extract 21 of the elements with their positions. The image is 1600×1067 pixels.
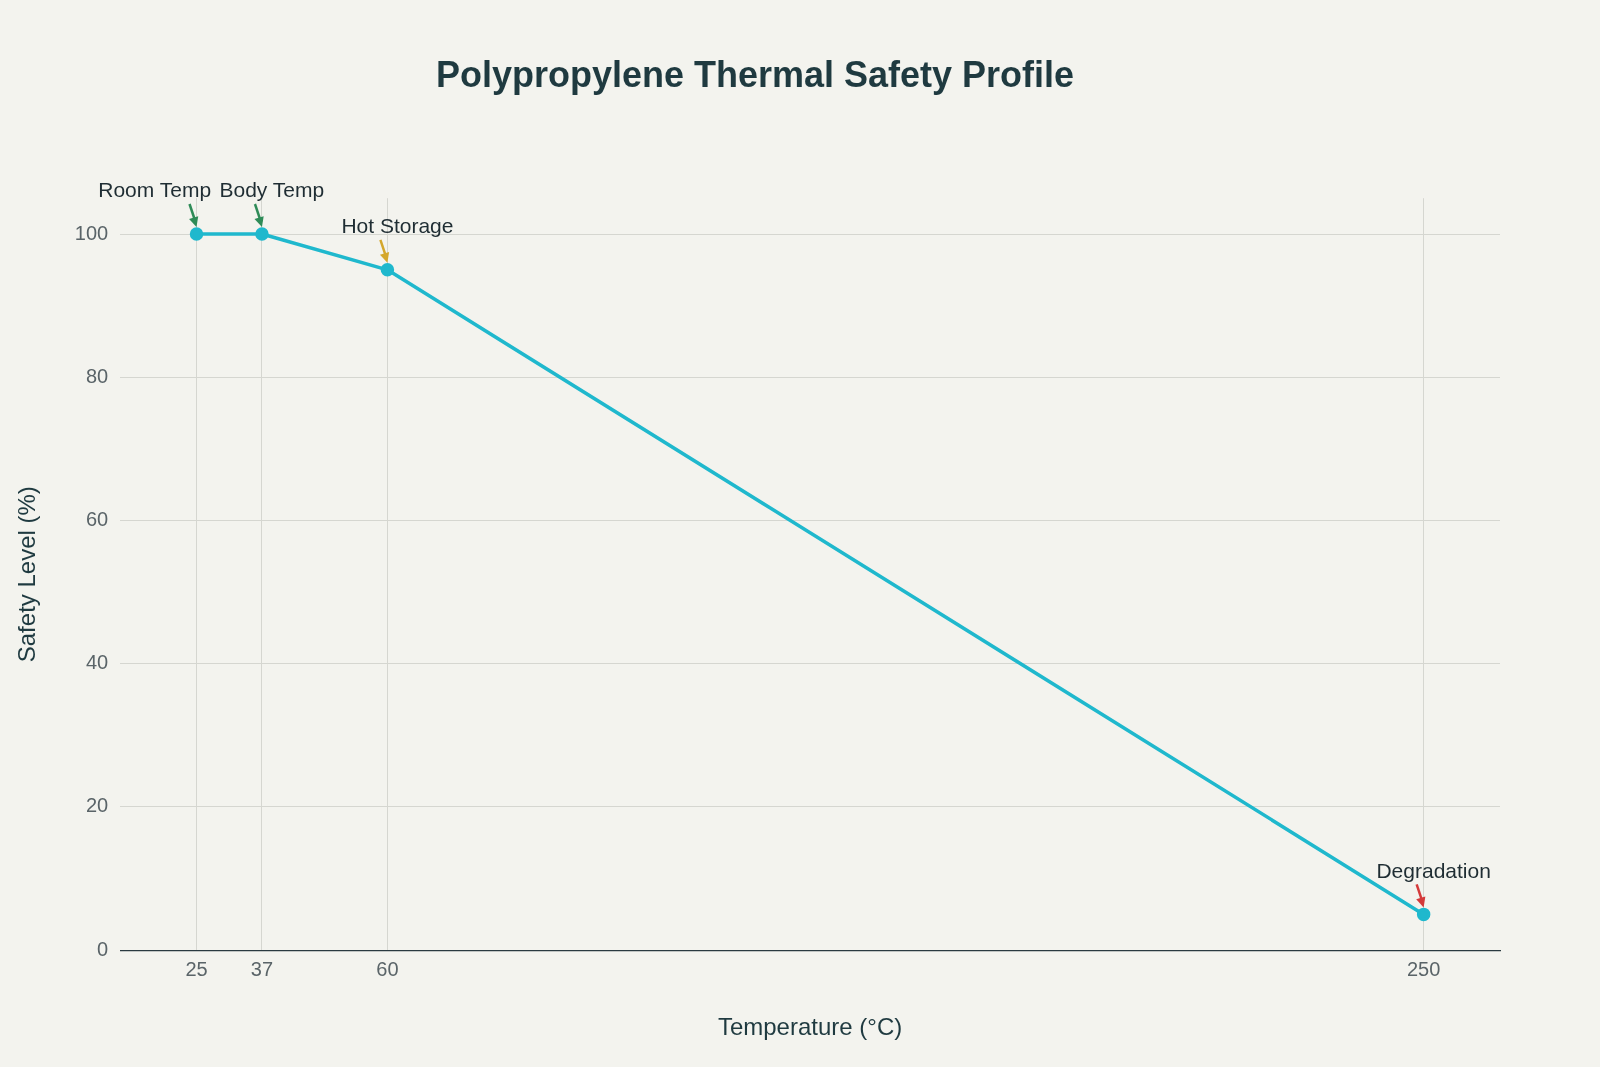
annotation: Body Temp — [219, 178, 325, 202]
y-axis-title: Safety Level (%) — [13, 486, 41, 663]
annotation: Hot Storage — [341, 214, 454, 238]
point — [255, 227, 269, 241]
y-tick-label: 40 — [85, 651, 109, 674]
x-axis-title: Temperature (°C) — [717, 1013, 903, 1041]
annotation: Room Temp — [98, 178, 212, 202]
annotation: Degradation — [1376, 858, 1491, 882]
x-tick-label: 25 — [185, 957, 208, 980]
point — [1416, 907, 1431, 922]
y-tick-label: 0 — [97, 937, 109, 960]
y-tick-label: 20 — [85, 794, 109, 817]
chart-title: Polypropylene Thermal Safety Profile — [435, 53, 1075, 95]
point — [189, 227, 204, 241]
x-tick-label: 250 — [1406, 957, 1441, 980]
point — [380, 263, 395, 277]
y-tick-label: 60 — [85, 508, 109, 530]
y-tick-label: 80 — [85, 364, 109, 387]
x-tick-label: 37 — [250, 957, 274, 980]
x-tick-label: 60 — [376, 957, 399, 980]
y-tick-label: 100 — [74, 221, 109, 244]
